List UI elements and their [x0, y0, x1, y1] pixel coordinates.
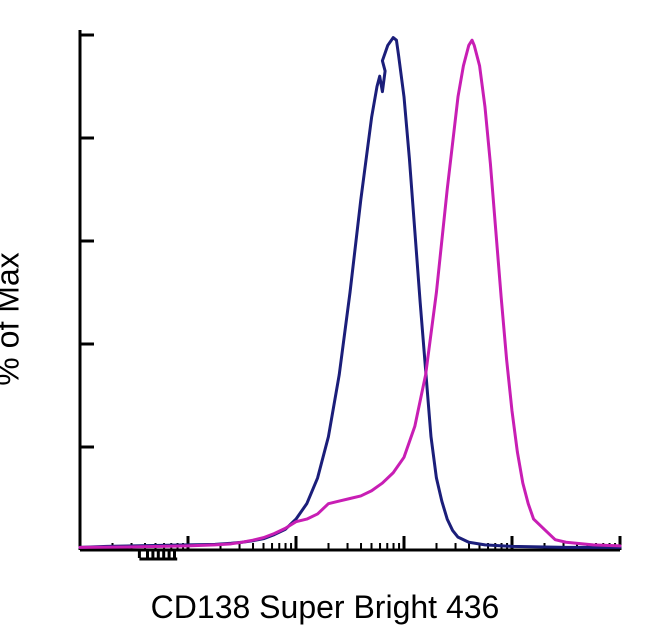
flow-cytometry-histogram: % of Max CD138 Super Bright 436 — [0, 0, 650, 638]
series-control — [80, 38, 620, 548]
histogram-svg — [80, 30, 620, 550]
y-axis-label: % of Max — [0, 252, 27, 385]
plot-area — [80, 30, 620, 550]
x-axis-label: CD138 Super Bright 436 — [0, 589, 650, 626]
